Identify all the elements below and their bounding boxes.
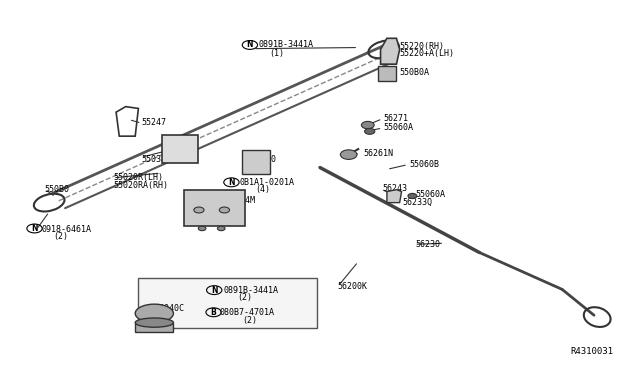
Text: 55240: 55240 <box>252 155 277 164</box>
Text: (4): (4) <box>255 185 270 194</box>
Text: 0891B-3441A: 0891B-3441A <box>223 286 278 295</box>
FancyBboxPatch shape <box>378 66 396 81</box>
Text: 55020R(LH): 55020R(LH) <box>113 173 163 182</box>
Circle shape <box>362 121 374 129</box>
Text: 56200K: 56200K <box>338 282 368 291</box>
Text: 55247: 55247 <box>141 118 166 127</box>
Text: N: N <box>211 286 218 295</box>
Circle shape <box>340 150 357 160</box>
Text: 55220(RH): 55220(RH) <box>399 42 445 51</box>
Text: 55034: 55034 <box>141 155 166 164</box>
Text: (2): (2) <box>243 315 257 324</box>
Bar <box>138 278 317 328</box>
Text: 55030B: 55030B <box>211 219 241 228</box>
FancyBboxPatch shape <box>184 190 246 226</box>
Circle shape <box>365 128 375 134</box>
Text: 080B7-4701A: 080B7-4701A <box>220 308 275 317</box>
Text: 55020RA(RH): 55020RA(RH) <box>113 181 168 190</box>
Text: 550B0: 550B0 <box>45 185 70 194</box>
Text: 56261N: 56261N <box>364 149 394 158</box>
Circle shape <box>408 193 417 199</box>
Text: N: N <box>31 224 38 233</box>
Polygon shape <box>381 38 399 64</box>
Text: 55040C: 55040C <box>154 304 184 314</box>
Text: 55060A: 55060A <box>384 123 413 132</box>
FancyBboxPatch shape <box>162 135 198 163</box>
Circle shape <box>218 226 225 231</box>
Text: 0918-6461A: 0918-6461A <box>42 225 92 234</box>
Text: (2): (2) <box>237 294 252 302</box>
FancyBboxPatch shape <box>243 150 270 174</box>
Ellipse shape <box>135 304 173 323</box>
Polygon shape <box>387 190 401 203</box>
Text: 56271: 56271 <box>384 114 409 123</box>
Bar <box>135 323 173 332</box>
Text: (2): (2) <box>54 232 68 241</box>
Text: 55054M: 55054M <box>226 196 256 205</box>
Ellipse shape <box>135 318 173 327</box>
Text: R4310031: R4310031 <box>570 347 613 356</box>
Text: 55060B: 55060B <box>409 160 439 169</box>
Text: 0B1A1-0201A: 0B1A1-0201A <box>239 178 294 187</box>
Text: 55060A: 55060A <box>415 190 445 199</box>
Text: (1): (1) <box>269 49 284 58</box>
Text: 0891B-3441A: 0891B-3441A <box>258 41 313 49</box>
Text: 56233Q: 56233Q <box>403 198 433 207</box>
Circle shape <box>198 226 206 231</box>
Text: B: B <box>211 308 216 317</box>
Text: 550B0A: 550B0A <box>399 68 429 77</box>
Text: 55220+A(LH): 55220+A(LH) <box>399 49 454 58</box>
Circle shape <box>194 207 204 213</box>
Text: N: N <box>246 41 253 49</box>
Text: 56243: 56243 <box>383 185 408 193</box>
Circle shape <box>220 207 230 213</box>
Text: N: N <box>228 178 235 187</box>
Text: 56230: 56230 <box>415 240 440 249</box>
